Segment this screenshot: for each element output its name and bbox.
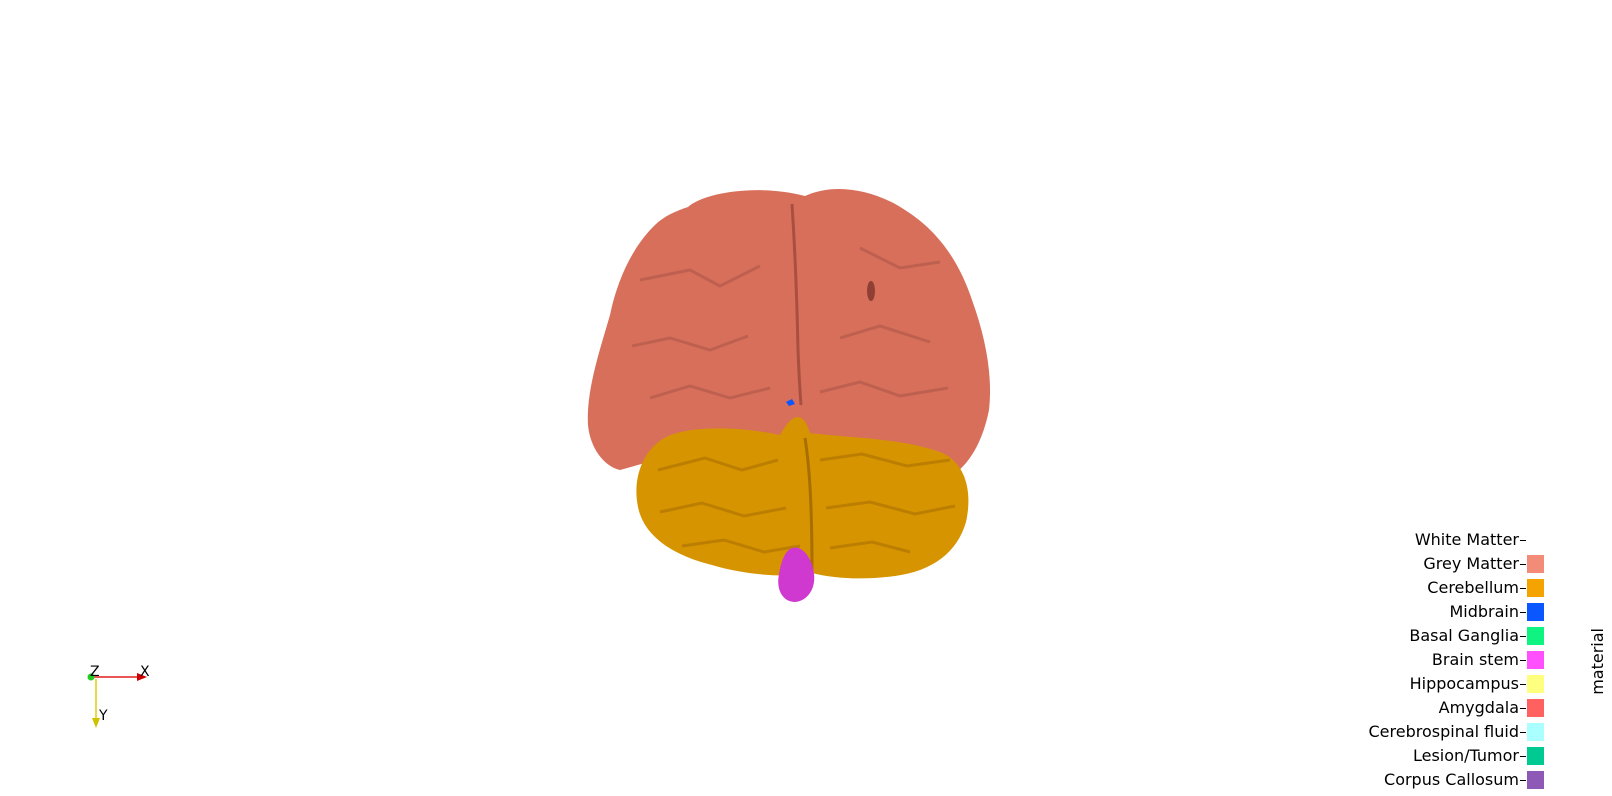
legend-row-cerebellum: Cerebellum — [1334, 576, 1544, 600]
legend-title: material — [1588, 628, 1607, 695]
legend-swatch-hippocampus — [1527, 675, 1544, 693]
brain-model — [587, 188, 991, 602]
legend-tick-brain-stem — [1520, 659, 1526, 661]
legend-swatch-corpus-callosum — [1527, 771, 1544, 789]
cerebellum-shape — [636, 417, 969, 579]
legend-label-amygdala: Amygdala — [1438, 698, 1519, 717]
legend-tick-amygdala — [1520, 707, 1526, 709]
legend-label-midbrain: Midbrain — [1449, 602, 1519, 621]
legend-label-grey-matter: Grey Matter — [1423, 554, 1519, 573]
legend-tick-lesion-tumor — [1520, 755, 1526, 757]
legend-label-cerebrospinal-fluid: Cerebrospinal fluid — [1368, 722, 1520, 741]
legend-label-lesion-tumor: Lesion/Tumor — [1412, 746, 1519, 765]
legend-label-brain-stem: Brain stem — [1431, 650, 1519, 669]
y-axis-arrow — [92, 718, 100, 728]
orientation-axes: X Y Z — [87, 664, 150, 728]
legend-tick-white-matter — [1520, 539, 1526, 541]
cerebrum-fissure — [790, 203, 803, 406]
legend-swatch-cerebrospinal-fluid — [1527, 723, 1544, 741]
legend-tick-hippocampus — [1520, 683, 1526, 685]
legend-label-basal-ganglia: Basal Ganglia — [1409, 626, 1519, 645]
legend-tick-midbrain — [1520, 611, 1526, 613]
legend-swatch-brain-stem — [1527, 651, 1544, 669]
legend-swatch-cerebellum — [1527, 579, 1544, 597]
cerebrum-dark-spot — [867, 281, 875, 301]
brain-stem-shape — [778, 547, 815, 602]
legend-row-white-matter: White Matter — [1334, 528, 1544, 552]
legend-swatch-white-matter — [1527, 531, 1544, 549]
legend-swatch-grey-matter — [1527, 555, 1544, 573]
legend-row-lesion-tumor: Lesion/Tumor — [1334, 744, 1544, 768]
z-axis-label: Z — [90, 664, 100, 680]
cerebellum-divide — [803, 437, 814, 574]
legend-swatch-amygdala — [1527, 699, 1544, 717]
legend-swatch-basal-ganglia — [1527, 627, 1544, 645]
legend-label-hippocampus: Hippocampus — [1409, 674, 1519, 693]
x-axis-arrow — [137, 673, 147, 681]
y-axis-label: Y — [98, 708, 108, 724]
legend-swatch-lesion-tumor — [1527, 747, 1544, 765]
legend-row-grey-matter: Grey Matter — [1334, 552, 1544, 576]
legend-row-hippocampus: Hippocampus — [1334, 672, 1544, 696]
legend-row-cerebrospinal-fluid: Cerebrospinal fluid — [1334, 720, 1544, 744]
material-legend: White Matter Grey Matter Cerebellum Midb… — [1334, 528, 1544, 792]
legend-label-cerebellum: Cerebellum — [1427, 578, 1519, 597]
legend-row-amygdala: Amygdala — [1334, 696, 1544, 720]
legend-swatch-midbrain — [1527, 603, 1544, 621]
legend-tick-grey-matter — [1520, 563, 1526, 565]
legend-tick-basal-ganglia — [1520, 635, 1526, 637]
cerebellum-texture — [657, 452, 956, 554]
legend-label-white-matter: White Matter — [1414, 530, 1519, 549]
legend-tick-cerebellum — [1520, 587, 1526, 589]
x-axis-label: X — [140, 664, 150, 680]
legend-label-corpus-callosum: Corpus Callosum — [1384, 770, 1519, 789]
legend-tick-cerebrospinal-fluid — [1520, 731, 1526, 733]
legend-tick-corpus-callosum — [1520, 779, 1526, 781]
midbrain-fragment — [786, 399, 795, 406]
z-axis-dot — [87, 673, 95, 681]
legend-row-midbrain: Midbrain — [1334, 600, 1544, 624]
legend-row-basal-ganglia: Basal Ganglia — [1334, 624, 1544, 648]
cerebrum-texture — [631, 246, 949, 400]
legend-row-brain-stem: Brain stem — [1334, 648, 1544, 672]
legend-row-corpus-callosum: Corpus Callosum — [1334, 768, 1544, 792]
